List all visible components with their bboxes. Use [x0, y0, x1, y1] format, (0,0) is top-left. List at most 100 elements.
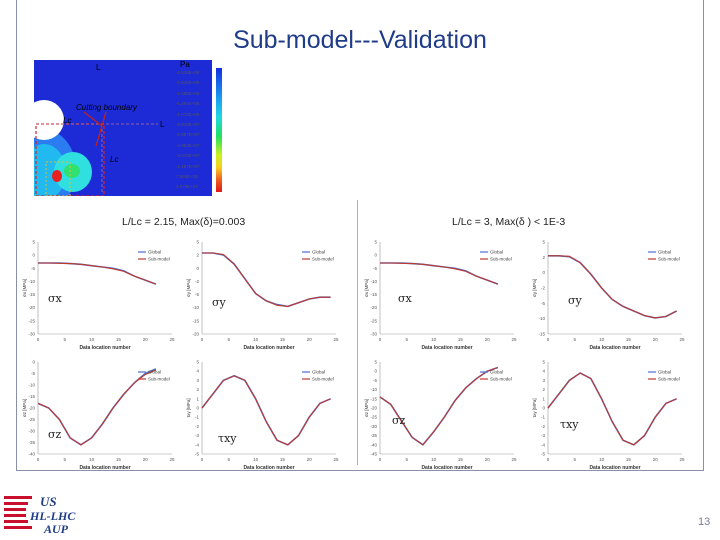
y-tick-label: -5	[195, 452, 199, 457]
frame-line-left	[16, 0, 17, 470]
x-tick-label: 15	[458, 337, 464, 342]
y-tick-label: -30	[370, 332, 377, 337]
y-tick-label: -15	[538, 332, 545, 337]
x-tick-label: 5	[406, 337, 409, 342]
x-tick-label: 10	[431, 337, 437, 342]
x-tick-label: 20	[307, 337, 313, 342]
y-tick-label: -5	[373, 378, 377, 383]
y-tick-label: -1	[541, 415, 545, 420]
x-tick-label: 5	[64, 337, 67, 342]
stress-symbol: σy	[568, 294, 582, 307]
legend-value: -1.072E+08	[176, 111, 200, 117]
x-axis-label: Data location number	[79, 465, 130, 471]
cutting-boundary-lines	[35, 111, 158, 196]
chart-svg: 0 5 10 15 20 25 0 -5 -10 -15 -20 -25 -30 -35 -40 Data l…	[22, 360, 175, 472]
legend-value: -3.070E+07	[176, 153, 200, 159]
cutting-boundary-label: Cutting boundary	[76, 103, 137, 112]
page-number: 13	[698, 516, 711, 528]
series-line-sub-model	[38, 262, 157, 285]
x-tick-label: 20	[485, 337, 491, 342]
x-tick-label: 10	[89, 457, 95, 462]
frame-line-bottom	[16, 470, 704, 471]
y-tick-label: -2	[195, 279, 199, 284]
y-tick-label: -30	[370, 424, 377, 429]
y-tick-label: 2	[542, 255, 545, 260]
x-tick-label: 25	[679, 457, 685, 462]
plot-left-tau-xy: 0 5 10 15 20 25 5 4 3 2 1 0 -1 -2 -3 -4 -5 Data location …	[184, 356, 352, 474]
y-tick-label: 0	[196, 266, 199, 271]
legend-label: Global	[312, 250, 325, 255]
plot-right-tau-xy: 0 5 10 15 20 25 5 4 3 2 1 0 -1 -2 -3 -4 -5 Data location …	[530, 356, 698, 474]
y-tick-label: 5	[374, 360, 377, 365]
x-axis-label: Data location number	[421, 465, 472, 471]
y-axis-label: σz [MPa]	[364, 399, 369, 417]
y-tick-label: -20	[370, 305, 377, 310]
slide-title: Sub-model---Validation	[233, 26, 487, 54]
y-tick-label: 1	[542, 396, 545, 401]
y-tick-label: -10	[370, 279, 377, 284]
y-tick-label: -4	[541, 442, 545, 447]
y-tick-label: -2	[541, 286, 545, 291]
legend-label: Sub-model	[148, 257, 170, 262]
plot-left-sigma-y: 0 5 10 15 20 25 5 2 0 -2 -5 -10 -15 -20 Data location …	[184, 236, 352, 354]
x-tick-label: 5	[64, 457, 67, 462]
stress-symbol: τxy	[560, 418, 579, 431]
y-tick-label: -2	[195, 424, 199, 429]
legend-value: -1.264E+08	[176, 101, 200, 107]
plot-left-sigma-z: 0 5 10 15 20 25 0 -5 -10 -15 -20 -25 -30 -35 -40 Data l…	[20, 356, 188, 474]
series-line-sub-model	[37, 369, 157, 446]
y-tick-label: -30	[28, 429, 35, 434]
x-tick-label: 20	[307, 457, 313, 462]
series-line-sub-model	[201, 375, 331, 446]
series-line-sub-model	[548, 255, 677, 319]
x-tick-label: 0	[547, 337, 550, 342]
x-tick-label: 25	[333, 337, 339, 342]
x-tick-label: 5	[574, 457, 577, 462]
y-tick-label: 0	[32, 253, 35, 258]
plot-right-sigma-y: 0 5 10 15 20 25 5 2 0 -2 -5 -10 -15 Data location num…	[530, 236, 698, 354]
y-tick-label: 3	[196, 378, 199, 383]
y-tick-label: 5	[32, 240, 35, 245]
y-tick-label: -5	[31, 266, 35, 271]
y-tick-label: -10	[370, 387, 377, 392]
y-tick-label: -45	[370, 452, 377, 457]
x-axis-label: Data location number	[589, 345, 640, 351]
legend-value: -1.157E+07	[176, 163, 200, 169]
legend-label: Global	[148, 370, 161, 375]
y-tick-label: 2	[196, 253, 199, 258]
y-tick-label: 5	[542, 240, 545, 245]
y-tick-label: -5	[373, 266, 377, 271]
chart-svg: 0 5 10 15 20 25 5 0 -5 -10 -15 -20 -25 -30 Data locati…	[22, 240, 175, 352]
legend-value: -1.646E+08	[176, 80, 200, 86]
y-tick-label: -3	[541, 433, 545, 438]
legend-value: -6.897E+07	[176, 132, 200, 138]
legend-label: Sub-model	[490, 257, 512, 262]
y-tick-label: -15	[192, 318, 199, 323]
legend-value: 7.565E+06	[176, 173, 198, 179]
y-tick-label: -30	[28, 332, 35, 337]
l-label: L	[96, 63, 101, 72]
contour-region-green	[64, 164, 80, 178]
y-tick-label: 0	[542, 406, 545, 411]
x-tick-label: 20	[653, 457, 659, 462]
stress-symbol: σx	[398, 292, 412, 305]
y-axis-label: σy [MPa]	[186, 279, 191, 297]
x-tick-label: 5	[228, 337, 231, 342]
legend-label: Global	[658, 370, 671, 375]
x-axis-label: Data location number	[243, 345, 294, 351]
lc-label: Lc	[63, 116, 72, 125]
y-tick-label: 5	[196, 240, 199, 245]
unit-label: Pa	[180, 60, 190, 69]
x-tick-label: 10	[431, 457, 437, 462]
y-tick-label: -20	[28, 406, 35, 411]
y-tick-label: -2	[541, 424, 545, 429]
x-tick-label: 20	[653, 337, 659, 342]
series-line-sub-model	[202, 252, 331, 307]
stress-symbol: σx	[48, 292, 62, 305]
legend-label: Sub-model	[658, 377, 680, 382]
legend-label: Sub-model	[312, 257, 334, 262]
y-tick-label: -25	[370, 318, 377, 323]
y-tick-label: -40	[28, 452, 35, 457]
x-axis-label: Data location number	[79, 345, 130, 351]
